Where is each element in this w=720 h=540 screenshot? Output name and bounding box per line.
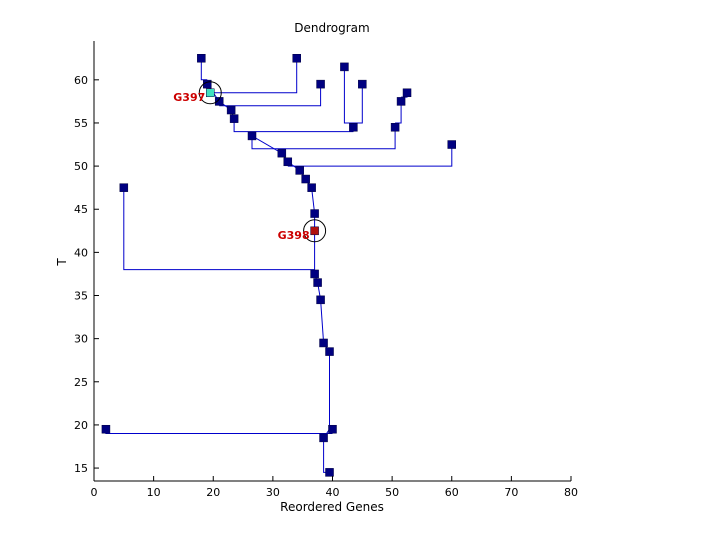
gene-node: [340, 62, 349, 72]
x-tick-label: 50: [385, 486, 399, 499]
dendrogram-link: [233, 118, 354, 133]
gene-node: [310, 209, 319, 218]
gene-node: [396, 97, 406, 106]
x-ticks: 0 10 20 30 40 50 60 70 80: [91, 476, 578, 499]
y-tick-label: 25: [74, 376, 88, 389]
dendrogram-link: [123, 187, 315, 271]
y-tick-label: 60: [74, 74, 88, 87]
x-tick-label: 0: [91, 486, 98, 499]
gene-node: [226, 105, 236, 115]
gene-node: [229, 114, 239, 123]
chart-title: Dendrogram: [294, 21, 369, 35]
dendrogram-nodes: [101, 54, 456, 477]
dendrogram-link: [251, 127, 396, 150]
gene-node: [402, 88, 412, 98]
y-axis-label: T: [55, 258, 69, 267]
gene-node: [349, 123, 358, 132]
gene-node: [319, 433, 328, 443]
gene-node: [301, 174, 310, 184]
y-tick-label: 50: [74, 160, 88, 173]
highlighted-gene-node: [206, 88, 215, 98]
gene-node: [214, 97, 224, 106]
gene-node: [390, 123, 400, 132]
gene-node: [277, 148, 287, 158]
y-tick-label: 15: [74, 462, 88, 475]
gene-node: [319, 338, 328, 348]
gene-node: [119, 183, 129, 192]
x-tick-label: 10: [147, 486, 161, 499]
y-tick-label: 35: [74, 290, 88, 303]
gene-node: [307, 183, 316, 192]
x-tick-label: 60: [445, 486, 459, 499]
gene-node: [316, 79, 325, 89]
x-tick-label: 80: [564, 486, 578, 499]
gene-node: [197, 54, 206, 63]
gene-node: [325, 468, 334, 477]
x-axis-label: Reordered Genes: [280, 500, 384, 514]
highlight-ring: [303, 219, 327, 243]
dendrogram-link: [219, 84, 322, 107]
gene-node: [310, 269, 319, 279]
gene-annotation-label: G397: [173, 91, 205, 104]
highlight-ring: [198, 81, 222, 105]
gene-node: [292, 54, 301, 63]
x-tick-label: 70: [504, 486, 518, 499]
y-tick-label: 30: [74, 333, 88, 346]
dendrogram-link: [200, 58, 208, 81]
gene-node: [295, 166, 304, 175]
highlighted-genes: G397 G398: [173, 81, 327, 243]
gene-node: [247, 131, 257, 141]
gene-node: [283, 157, 293, 167]
y-tick-label: 55: [74, 117, 88, 130]
gene-node: [316, 295, 325, 305]
gene-node: [313, 278, 322, 287]
gene-node: [328, 424, 337, 434]
x-tick-label: 20: [206, 486, 220, 499]
x-tick-label: 30: [266, 486, 280, 499]
highlighted-gene-node: [310, 226, 319, 236]
dendrogram-link: [395, 101, 402, 124]
dendrogram-links: [105, 58, 453, 473]
gene-node: [358, 79, 367, 89]
y-tick-label: 40: [74, 246, 88, 259]
gene-node: [447, 140, 456, 149]
y-ticks: 15 20 25 30 35 40 45 50 55 60: [74, 74, 99, 475]
x-tick-label: 40: [326, 486, 340, 499]
gene-annotation-label: G398: [278, 229, 310, 242]
y-tick-label: 45: [74, 203, 88, 216]
y-tick-label: 20: [74, 419, 88, 432]
dendrogram-link: [210, 58, 298, 94]
dendrogram-link: [287, 144, 453, 167]
dendrogram-link: [251, 135, 330, 473]
gene-node: [101, 424, 111, 434]
gene-node: [325, 347, 334, 356]
